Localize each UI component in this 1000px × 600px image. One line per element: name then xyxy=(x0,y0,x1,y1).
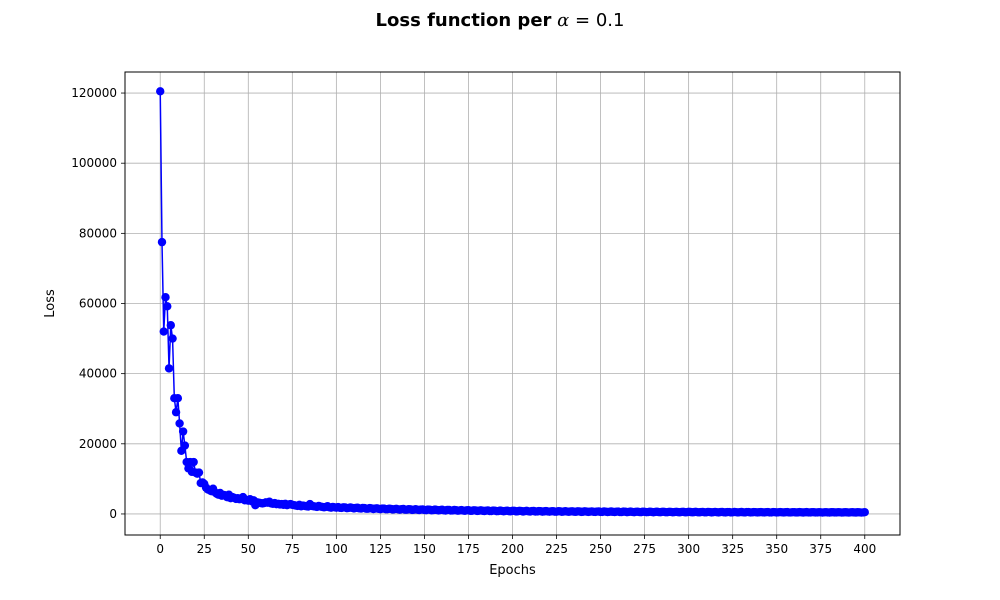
y-tick-label: 80000 xyxy=(79,226,117,240)
x-tick-label: 25 xyxy=(197,542,212,556)
chart-title-value: = 0.1 xyxy=(569,10,625,31)
data-point xyxy=(178,427,188,436)
x-tick-label: 225 xyxy=(545,542,568,556)
data-point xyxy=(156,87,165,96)
x-tick-label: 400 xyxy=(853,542,876,556)
data-point xyxy=(171,408,181,417)
data-point xyxy=(194,468,204,477)
data-point xyxy=(164,364,174,373)
data-point xyxy=(173,394,183,403)
x-axis-label: Epochs xyxy=(489,563,536,578)
chart-title: Loss function per α = 0.1 xyxy=(0,10,1000,31)
chart-title-text: Loss function per xyxy=(375,10,552,31)
x-tick-label: 175 xyxy=(457,542,480,556)
x-tick-label: 375 xyxy=(809,542,832,556)
x-tick-label: 250 xyxy=(589,542,612,556)
x-tick-label: 75 xyxy=(285,542,300,556)
chart-title-alpha: α xyxy=(557,10,570,31)
x-tick-label: 350 xyxy=(765,542,788,556)
data-point xyxy=(163,302,172,311)
y-tick-label: 120000 xyxy=(71,86,117,100)
y-tick-label: 40000 xyxy=(79,367,117,381)
data-point xyxy=(161,292,170,302)
axis-ticks: 0 25 50 75 100 125 150 175 200 225 250 275 300 325 350… xyxy=(71,86,876,556)
x-tick-label: 150 xyxy=(413,542,436,556)
data-point xyxy=(189,457,198,467)
data-point xyxy=(175,419,184,428)
data-point xyxy=(159,327,168,336)
data-point xyxy=(860,508,869,517)
data-point xyxy=(166,321,175,330)
grid-lines xyxy=(125,72,900,535)
x-tick-label: 100 xyxy=(325,542,348,556)
y-axis-label: Loss xyxy=(43,289,58,318)
x-tick-label: 50 xyxy=(241,542,256,556)
x-tick-label: 275 xyxy=(633,542,656,556)
y-tick-label: 20000 xyxy=(79,437,117,451)
x-tick-label: 200 xyxy=(501,542,524,556)
x-tick-label: 325 xyxy=(721,542,744,556)
loss-series xyxy=(156,87,869,517)
y-tick-label: 100000 xyxy=(71,156,117,170)
data-point xyxy=(180,441,190,450)
data-point xyxy=(168,334,177,343)
y-tick-label: 0 xyxy=(109,507,117,521)
data-point xyxy=(157,237,167,247)
x-tick-label: 125 xyxy=(369,542,392,556)
x-tick-label: 300 xyxy=(677,542,700,556)
x-tick-label: 0 xyxy=(156,542,164,556)
y-tick-label: 60000 xyxy=(79,297,117,311)
